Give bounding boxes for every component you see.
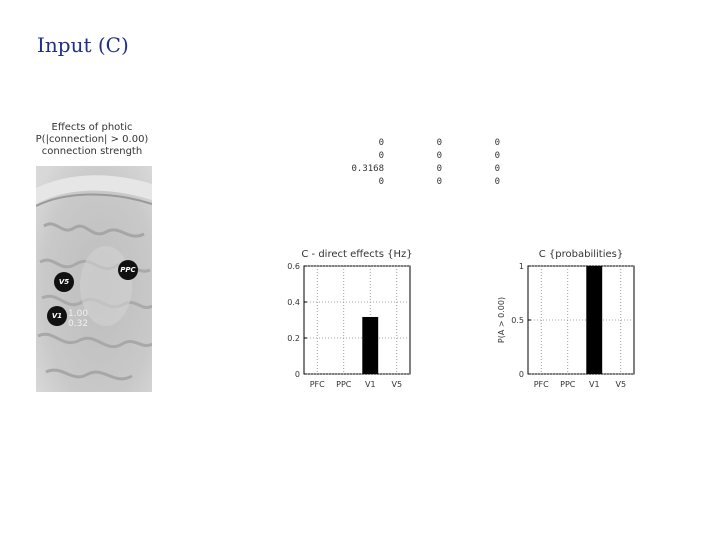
x-tick-label: PPC (560, 380, 576, 389)
caption-line-2: P(|connection| > 0.00) (35, 134, 149, 145)
matrix-cell: 0 (494, 164, 500, 174)
x-tick-label: PPC (336, 380, 352, 389)
caption-line-3: connection strength (41, 146, 143, 157)
y-tick-label: 0.4 (287, 298, 300, 307)
slide-title: Input (C) (37, 33, 129, 57)
node-ppc: PPC (118, 260, 138, 280)
matrix-cell: 0.3168 (351, 164, 384, 174)
brain-slice-image: V5 PPC V1 1.00 0.32 (36, 166, 152, 392)
matrix-cell: 0 (378, 138, 384, 148)
y-tick-label: 0.6 (287, 262, 300, 271)
matrix-cell: 0 (436, 138, 442, 148)
chart-title: C - direct effects {Hz} (301, 249, 412, 260)
matrix-cell: 0 (378, 177, 384, 187)
x-tick-label: V5 (615, 380, 626, 389)
matrix-cell: 0 (494, 177, 500, 187)
y-tick-label: 0.2 (287, 334, 300, 343)
bar-v1 (362, 316, 379, 374)
c-matrix: 0 0 0 0 0 0 0.3168 0 0 0 0 0 (326, 138, 500, 190)
y-tick-label: 0.5 (511, 316, 524, 325)
matrix-cell: 0 (378, 151, 384, 161)
x-tick-label: V1 (589, 380, 600, 389)
matrix-cell: 0 (494, 151, 500, 161)
y-tick-label: 0 (295, 370, 300, 379)
y-tick-label: 0 (519, 370, 524, 379)
y-tick-label: 1 (519, 262, 524, 271)
matrix-row: 0 0 0 (326, 177, 500, 190)
x-tick-label: PFC (534, 380, 549, 389)
x-tick-label: V1 (365, 380, 376, 389)
matrix-row: 0 0 0 (326, 151, 500, 164)
matrix-cell: 0 (436, 151, 442, 161)
matrix-row: 0 0 0 (326, 138, 500, 151)
caption-line-1: Effects of photic (51, 122, 133, 133)
connection-strength: 0.32 (68, 319, 89, 329)
matrix-cell: 0 (436, 177, 442, 187)
x-tick-label: PFC (310, 380, 325, 389)
brain-caption: Effects of photic P(|connection| > 0.00)… (30, 122, 154, 158)
probabilities-chart: C {probabilities} 0 0.5 1 PFC PPC V1 V5 P(A > 0.… (497, 249, 635, 389)
matrix-cell: 0 (436, 164, 442, 174)
x-tick-label: V5 (391, 380, 402, 389)
matrix-row: 0.3168 0 0 (326, 164, 500, 177)
node-v5: V5 (54, 272, 74, 292)
connection-probability: 1.00 (68, 309, 89, 319)
bar-v1 (586, 266, 603, 374)
direct-effects-chart: C - direct effects {Hz} 0 0.2 0.4 0.6 PFC PPC V… (287, 249, 412, 389)
plot-area (303, 265, 411, 375)
node-v1: V1 (47, 306, 67, 326)
matrix-cell: 0 (494, 138, 500, 148)
y-axis-label: P(A > 0.00) (497, 297, 506, 343)
chart-title: C {probabilities} (539, 249, 623, 260)
